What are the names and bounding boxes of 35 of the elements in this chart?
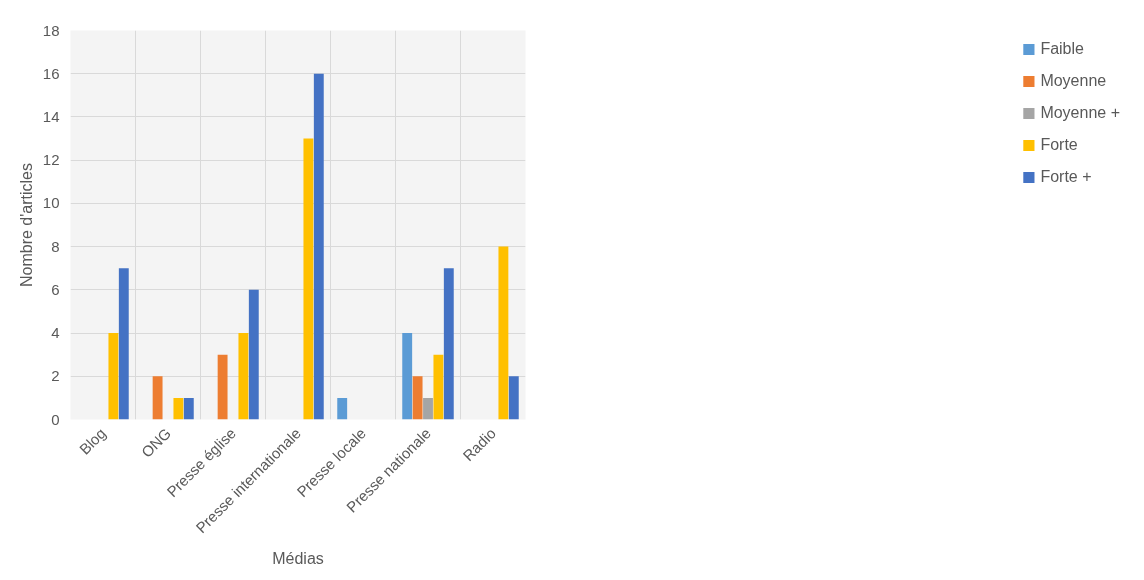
bar — [412, 376, 423, 420]
y-tick-label: 10 — [42, 194, 60, 212]
y-tick-label: 18 — [42, 21, 60, 39]
y-tick-label: 2 — [51, 367, 60, 385]
bar — [433, 354, 444, 420]
legend-label: Forte — [1040, 136, 1078, 154]
bar — [152, 376, 163, 420]
y-tick-label: 4 — [51, 324, 60, 342]
bar — [443, 268, 454, 420]
bar — [108, 333, 119, 420]
y-tick-label: 0 — [51, 410, 60, 428]
y-tick-label: 8 — [51, 237, 60, 255]
bar — [402, 333, 413, 420]
legend-label: Moyenne — [1040, 72, 1107, 90]
legend-label: Forte + — [1040, 168, 1092, 186]
bar — [173, 397, 184, 420]
bar — [183, 397, 194, 420]
bar — [303, 138, 314, 420]
y-tick-label: 12 — [42, 151, 60, 169]
y-tick-label: 6 — [51, 280, 60, 298]
y-tick-label: 16 — [42, 64, 60, 82]
y-tick-label: 14 — [42, 107, 60, 125]
bar — [423, 397, 433, 420]
bar — [248, 289, 259, 420]
bar — [118, 268, 129, 420]
legend-label: Moyenne + — [1040, 104, 1120, 122]
bar — [498, 246, 509, 420]
legend-label: Faible — [1040, 40, 1084, 58]
bar — [508, 376, 519, 420]
bar — [313, 73, 324, 420]
bar — [217, 354, 228, 420]
y-axis-title: Nombre d'articles — [17, 163, 35, 287]
bar — [238, 333, 249, 420]
bar — [337, 397, 348, 420]
x-axis-title: Médias — [272, 550, 324, 568]
